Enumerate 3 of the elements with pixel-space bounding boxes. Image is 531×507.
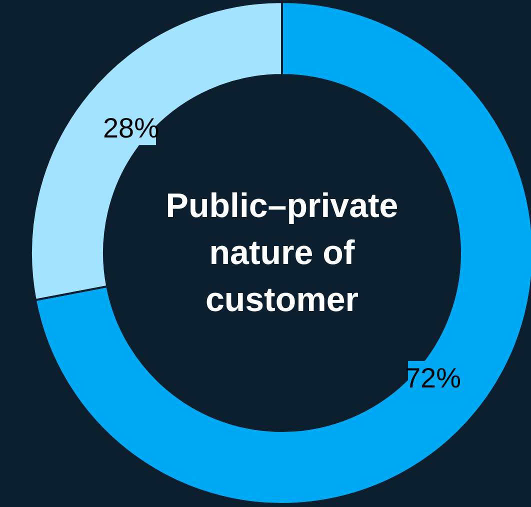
text: Public–private nature of customer	[164, 186, 400, 321]
data-label: 28%	[102, 112, 160, 144]
data-label: 72%	[404, 362, 462, 394]
